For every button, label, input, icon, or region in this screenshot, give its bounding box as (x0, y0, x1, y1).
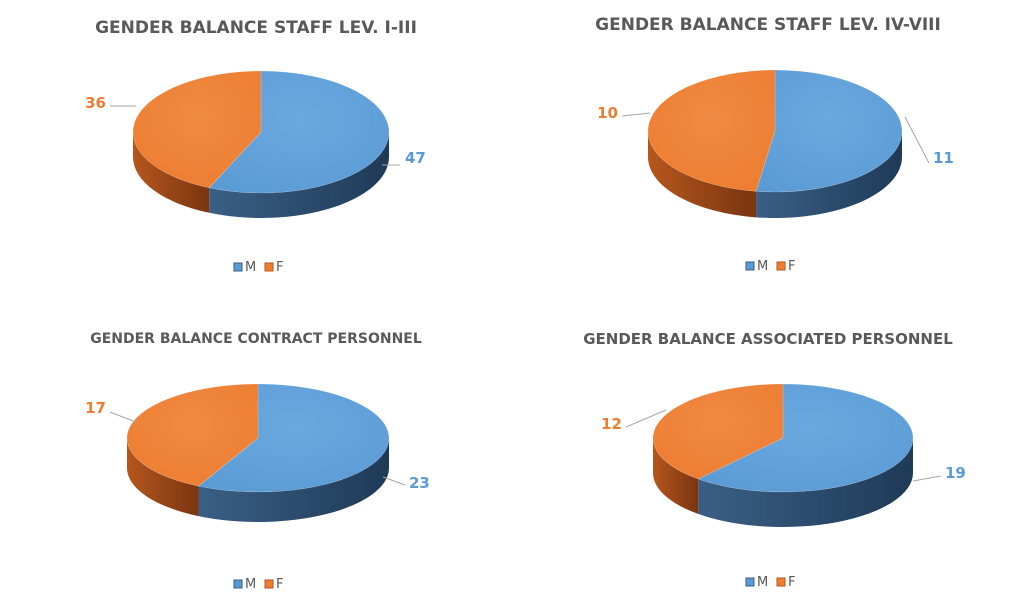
legend-label-m: M (757, 259, 768, 274)
legend-swatch-f (264, 579, 274, 589)
legend-swatch-m (233, 579, 243, 589)
slice-f-value-label: 36 (85, 94, 106, 112)
slice-m-value-label: 11 (933, 149, 954, 167)
legend-swatch-m (745, 261, 755, 271)
slice-m-top (755, 69, 903, 193)
legend-label-m: M (245, 260, 256, 275)
slice-f-leader-line (109, 411, 137, 423)
slice-m-top (208, 70, 390, 194)
legend-label-m: M (245, 577, 256, 592)
slice-f-top (652, 383, 784, 480)
slice-m-top (697, 383, 914, 493)
legend-label-f: F (788, 259, 795, 274)
slice-f-side (133, 132, 210, 213)
slice-f-top (647, 69, 776, 192)
slice-f-side (653, 438, 699, 514)
chart-panel-staff-lev-iv-viii: GENDER BALANCE STAFF LEV. IV-VIII 11 10 M F (512, 0, 1024, 305)
chart-title: GENDER BALANCE CONTRACT PERSONNEL (90, 331, 422, 347)
slice-m-side (698, 438, 913, 527)
slice-m-value-label: 19 (945, 464, 966, 482)
slice-f-top (132, 70, 262, 189)
legend-swatch-f (776, 577, 786, 587)
slice-m-leader-line (382, 476, 406, 486)
slice-f-value-label: 10 (597, 104, 618, 122)
legend-swatch-f (776, 261, 786, 271)
slice-f-value-label: 12 (601, 415, 622, 433)
slice-m-value-label: 23 (409, 474, 430, 492)
slice-m-value-label: 47 (405, 149, 426, 167)
legend-label-f: F (788, 575, 795, 590)
legend-label-f: F (276, 260, 283, 275)
slice-m-leader-line (912, 475, 942, 482)
slice-f-value-label: 17 (85, 399, 106, 417)
legend-swatch-f (264, 262, 274, 272)
chart-title: GENDER BALANCE STAFF LEV. I-III (95, 18, 417, 38)
slice-f-top (126, 383, 259, 487)
legend-swatch-m (233, 262, 243, 272)
slice-m-side (198, 438, 389, 522)
legend-swatch-m (745, 577, 755, 587)
chart-title: GENDER BALANCE ASSOCIATED PERSONNEL (583, 330, 953, 348)
slice-f-leader-line (621, 112, 651, 117)
slice-m-top (197, 383, 390, 493)
pie-chart-associated-personnel: GENDER BALANCE ASSOCIATED PERSONNEL 19 12 M… (583, 330, 966, 590)
legend-label-f: F (276, 577, 283, 592)
chart-panel-contract-personnel: GENDER BALANCE CONTRACT PERSONNEL 23 17 M F (0, 305, 512, 610)
chart-panel-associated-personnel: GENDER BALANCE ASSOCIATED PERSONNEL 19 12 M… (512, 305, 1024, 610)
chart-panel-staff-lev-i-iii: GENDER BALANCE STAFF LEV. I-III 47 36 M F (0, 0, 512, 305)
slice-f-side (648, 131, 757, 218)
slice-f-leader-line (625, 409, 667, 428)
slice-m-side (756, 131, 902, 218)
legend-label-m: M (757, 575, 768, 590)
slice-m-leader-line (904, 116, 930, 164)
slice-f-side (126, 438, 199, 517)
chart-title: GENDER BALANCE STAFF LEV. IV-VIII (595, 15, 941, 35)
slice-m-side (209, 132, 389, 218)
